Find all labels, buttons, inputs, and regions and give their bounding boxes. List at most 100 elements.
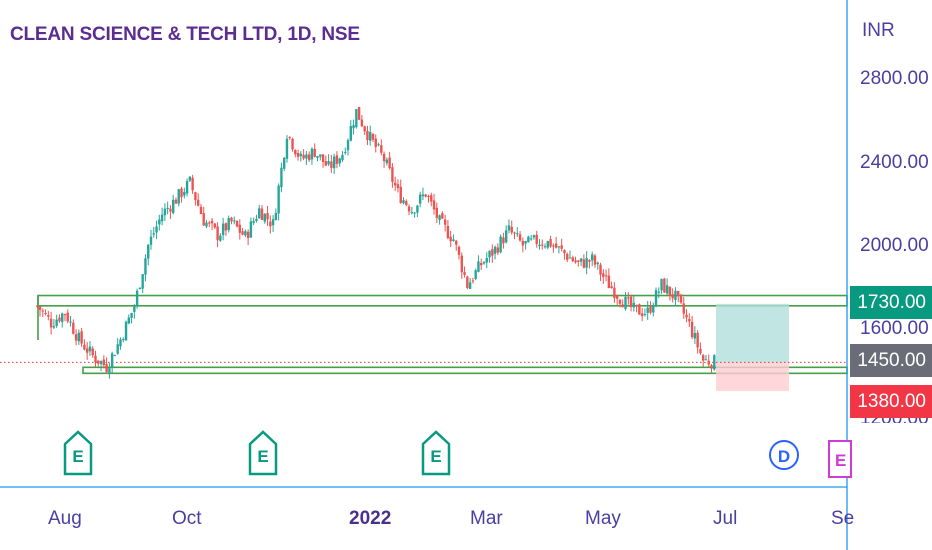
x-tick-may: May: [585, 508, 621, 529]
candle-body: [202, 213, 205, 226]
candle-body: [624, 296, 627, 310]
candle-body: [635, 304, 638, 306]
candle-body: [52, 326, 56, 328]
candle-body: [160, 214, 164, 222]
candle-body: [49, 318, 53, 328]
candle-body: [430, 195, 433, 202]
candle-body: [399, 186, 402, 203]
candle-body: [285, 138, 289, 159]
earnings-event-icon[interactable]: E: [63, 430, 93, 476]
candle-body: [341, 154, 344, 161]
candle-body: [441, 213, 444, 219]
candle-body: [344, 152, 347, 154]
candle-body: [235, 220, 239, 227]
candle-body: [571, 257, 574, 262]
candle-body: [332, 156, 336, 169]
candle-body: [543, 246, 547, 248]
candle-body: [638, 304, 641, 315]
candle-body: [477, 261, 480, 272]
candle-body: [707, 360, 710, 365]
candle-body: [402, 200, 405, 204]
candle-body: [155, 226, 158, 233]
candle-body: [554, 243, 558, 248]
candle-body: [710, 365, 713, 369]
candle-body: [227, 217, 230, 231]
candle-body: [491, 249, 494, 256]
candle-body: [416, 205, 419, 213]
target-zone: [716, 303, 789, 363]
chart-title: CLEAN SCIENCE & TECH LTD, 1D, NSE: [10, 24, 360, 45]
earnings-event-label: E: [430, 447, 442, 466]
candle-body: [557, 246, 561, 248]
candle-body: [524, 240, 527, 244]
candle-body: [88, 346, 92, 352]
candle-body: [513, 232, 516, 234]
candle-body: [588, 259, 591, 262]
candle-body: [113, 355, 117, 357]
candle-body: [474, 270, 477, 280]
candle-body: [579, 258, 583, 262]
candle-body: [83, 344, 86, 350]
candle-body: [249, 221, 253, 238]
candle-body: [646, 307, 649, 313]
earnings-event-icon[interactable]: E: [248, 430, 278, 476]
candle-body: [407, 206, 411, 212]
candle-body: [36, 305, 39, 307]
candle-body: [244, 231, 247, 236]
candle-body: [94, 355, 97, 363]
stop-price-badge: 1380.00: [850, 385, 932, 418]
earnings-event-icon[interactable]: E: [421, 430, 451, 476]
candle-body: [380, 145, 383, 153]
dividend-event-icon[interactable]: D: [769, 440, 799, 470]
candle-body: [194, 192, 197, 201]
candle-body: [99, 361, 103, 364]
candle-body: [688, 319, 691, 322]
candle-body: [502, 237, 505, 244]
candle-body: [549, 239, 552, 247]
candle-body: [280, 167, 283, 188]
candle-body: [410, 212, 414, 214]
candle-body: [388, 157, 391, 169]
candle-body: [460, 255, 463, 273]
candle-body: [55, 319, 58, 326]
upcoming-earnings-icon[interactable]: E: [828, 440, 852, 478]
candle-body: [38, 306, 42, 311]
candle-body: [424, 194, 427, 197]
candle-body: [493, 246, 497, 254]
candle-body: [346, 140, 350, 151]
candle-body: [349, 126, 352, 141]
candle-body: [246, 231, 250, 239]
candle-body: [338, 158, 341, 164]
candle-body: [627, 297, 630, 299]
candle-body: [169, 208, 172, 212]
candle-body: [144, 258, 147, 275]
candle-body: [510, 226, 513, 233]
stop-zone: [716, 362, 789, 392]
candle-body: [518, 234, 522, 241]
candle-body: [643, 313, 647, 315]
candle-body: [77, 332, 81, 342]
candle-body: [596, 262, 599, 265]
candle-body: [713, 355, 716, 370]
candle-body: [252, 221, 255, 223]
currency-label: INR: [862, 20, 895, 41]
y-tick-2400: 2400.00: [860, 152, 929, 173]
candle-body: [516, 233, 519, 235]
candle-body: [599, 264, 602, 275]
candle-body: [577, 260, 580, 262]
candle-body: [152, 233, 155, 235]
candle-body: [452, 239, 455, 242]
candle-body: [210, 220, 214, 224]
candle-body: [335, 155, 339, 164]
candle-body: [455, 240, 458, 245]
candle-body: [377, 144, 380, 146]
candle-body: [80, 331, 83, 344]
candle-body: [568, 257, 572, 259]
candle-body: [310, 148, 314, 160]
x-tick-2022: 2022: [349, 508, 392, 529]
candle-body: [504, 230, 508, 243]
candle-body: [91, 348, 94, 356]
candle-body: [582, 259, 586, 268]
candle-body: [463, 272, 466, 275]
candle-body: [660, 279, 663, 291]
